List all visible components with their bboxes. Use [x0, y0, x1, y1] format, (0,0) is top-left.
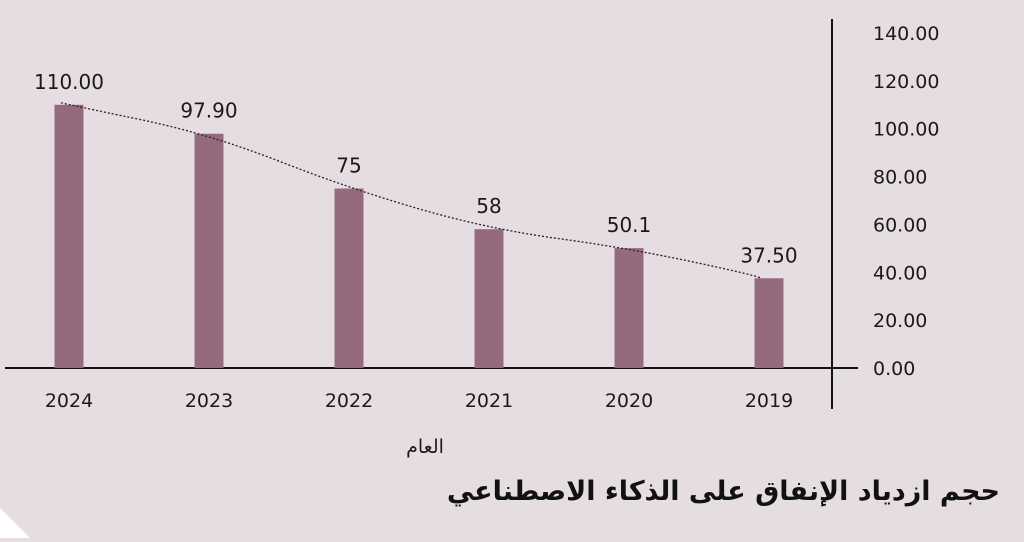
corner-decoration — [0, 508, 30, 538]
x-tick-label: 2023 — [185, 390, 233, 412]
x-tick-label: 2022 — [325, 390, 373, 412]
y-tick-label: 80.00 — [873, 167, 927, 189]
y-tick-label: 140.00 — [873, 23, 939, 45]
x-tick-label: 2019 — [745, 390, 793, 412]
bar — [54, 104, 84, 369]
data-label: 50.1 — [607, 213, 652, 237]
y-tick-label: 0.00 — [873, 358, 915, 380]
trendline — [60, 102, 761, 279]
bar — [194, 133, 224, 368]
y-tick-label: 20.00 — [873, 310, 927, 332]
x-axis-title: العام — [406, 436, 444, 458]
y-tick-label: 60.00 — [873, 214, 927, 236]
bar — [474, 229, 504, 368]
data-label: 58 — [476, 194, 501, 218]
data-label: 75 — [336, 154, 361, 178]
data-label: 97.90 — [180, 99, 237, 123]
data-label: 110.00 — [34, 70, 104, 94]
x-tick-label: 2020 — [605, 390, 653, 412]
x-tick-label: 2021 — [465, 390, 513, 412]
data-label: 37.50 — [740, 243, 797, 267]
chart-title: حجم ازدياد الإنفاق على الذكاء الاصطناعي — [446, 476, 1000, 507]
x-tick-label: 2024 — [45, 390, 93, 412]
y-tick-label: 100.00 — [873, 119, 939, 141]
bar — [754, 278, 784, 368]
y-tick-label: 120.00 — [873, 71, 939, 93]
y-tick-label: 40.00 — [873, 262, 927, 284]
bar — [334, 188, 364, 368]
bar — [614, 248, 644, 368]
